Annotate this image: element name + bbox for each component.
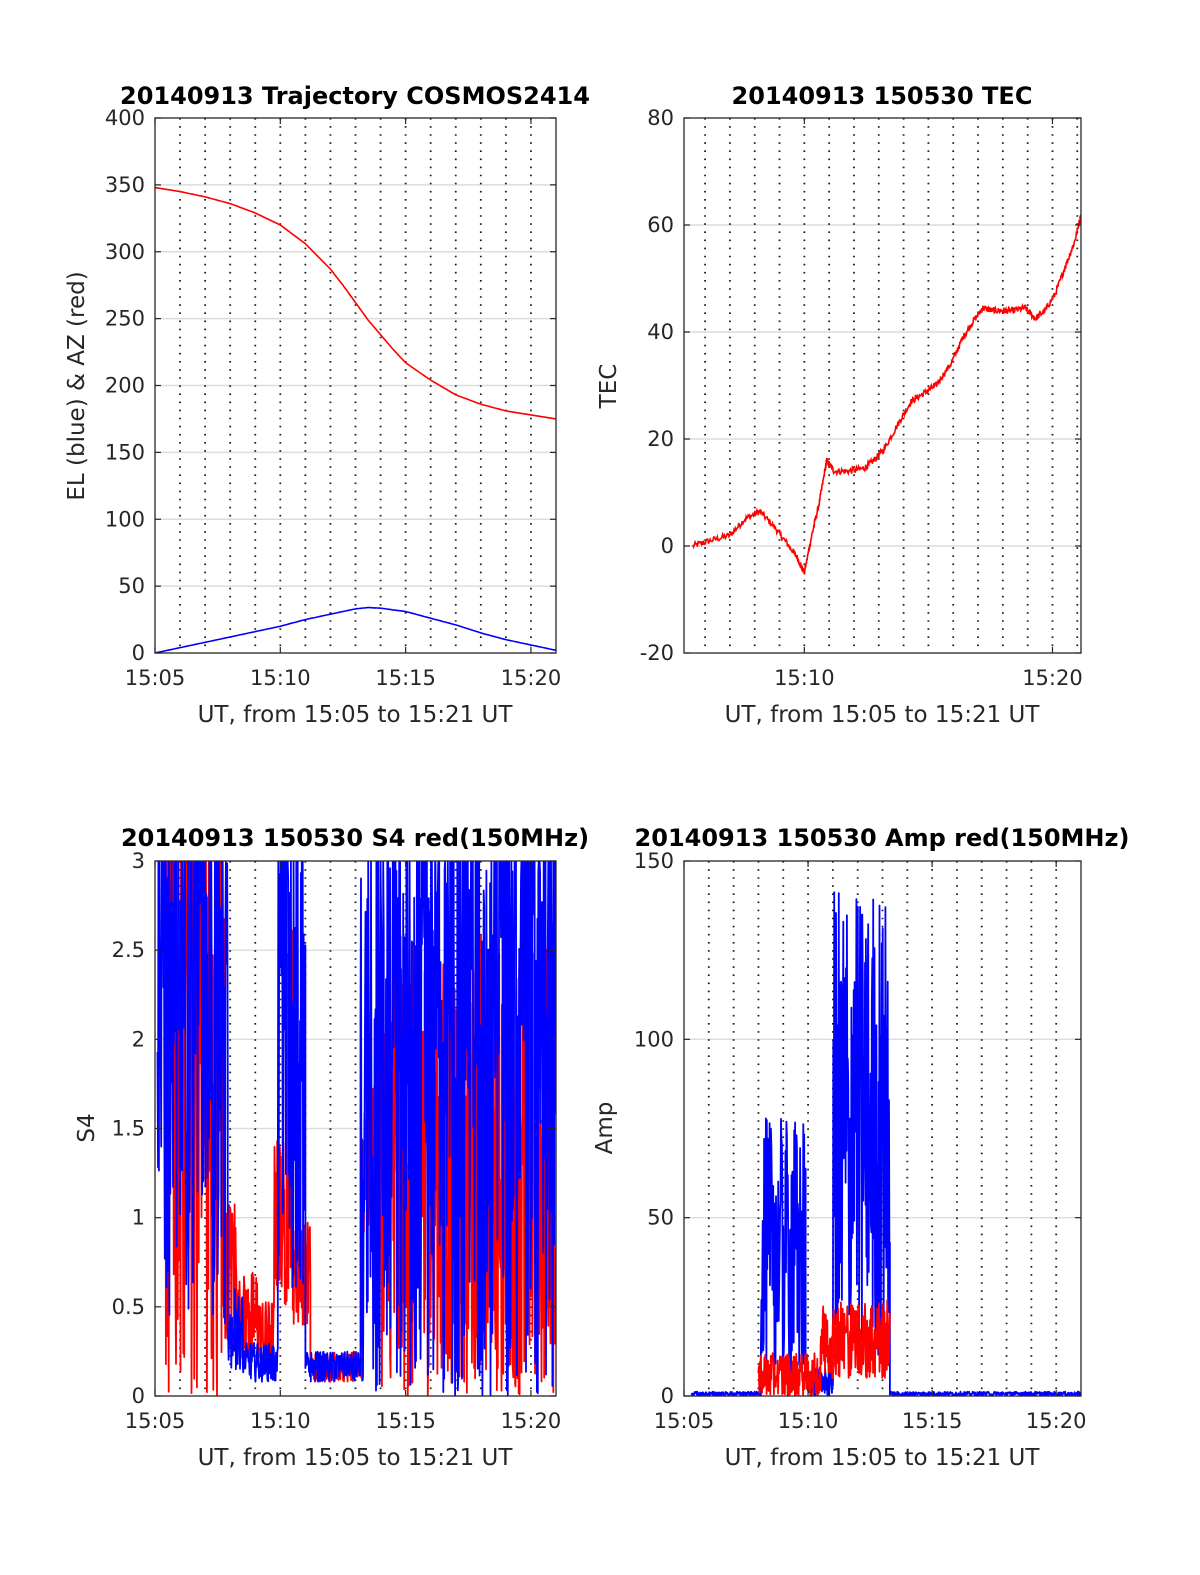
series-line-1 bbox=[155, 606, 556, 653]
series-line-1 bbox=[156, 861, 556, 1396]
x-axis-label: UT, from 15:05 to 15:21 UT bbox=[725, 702, 1041, 728]
x-tick-label: 15:10 bbox=[250, 1409, 311, 1433]
panel-tec: -20 0 20 40 60 80 15:10 15:20 20140913 150530 T… bbox=[596, 82, 1083, 728]
x-tick-label: 15:10 bbox=[250, 666, 311, 690]
tick-labels: -20 0 20 40 60 80 15:10 15:20 bbox=[640, 106, 1083, 690]
plot-frame bbox=[683, 860, 1082, 1397]
series-line-0 bbox=[155, 186, 556, 420]
vertical-grid bbox=[704, 118, 1079, 653]
tick-labels: 0 50 100 150 200 250 300 350 400 15:05 15:10 15:15 1… bbox=[105, 106, 561, 690]
y-tick-label: 1 bbox=[132, 1206, 145, 1230]
x-tick-label: 15:10 bbox=[778, 1409, 839, 1433]
series-layer bbox=[690, 891, 1081, 1396]
y-tick-label: 80 bbox=[647, 106, 674, 130]
y-tick-label: 60 bbox=[647, 213, 674, 237]
panel-trajectory: 0 50 100 150 200 250 300 350 400 15:05 15:10 15:15 1… bbox=[64, 82, 590, 728]
x-tick-label: 15:20 bbox=[1026, 1409, 1087, 1433]
chart-title: 20140913 150530 S4 red(150MHz) bbox=[121, 824, 589, 852]
y-axis-label: EL (blue) & AZ (red) bbox=[64, 271, 90, 500]
plot-frame bbox=[683, 117, 1082, 654]
y-tick-label: 2.5 bbox=[112, 938, 145, 962]
y-tick-label: 50 bbox=[118, 574, 145, 598]
x-axis-label: UT, from 15:05 to 15:21 UT bbox=[198, 1445, 514, 1471]
y-axis-label: S4 bbox=[74, 1113, 100, 1142]
y-tick-label: 0.5 bbox=[112, 1295, 145, 1319]
x-tick-label: 15:15 bbox=[902, 1409, 963, 1433]
x-tick-label: 15:20 bbox=[501, 666, 562, 690]
y-tick-label: 400 bbox=[105, 106, 145, 130]
horizontal-grid bbox=[155, 184, 556, 587]
x-tick-label: 15:20 bbox=[501, 1409, 562, 1433]
y-tick-label: 0 bbox=[132, 1384, 145, 1408]
x-axis-label: UT, from 15:05 to 15:21 UT bbox=[725, 1445, 1041, 1471]
y-tick-label: 250 bbox=[105, 307, 145, 331]
x-tick-label: 15:05 bbox=[125, 1409, 186, 1433]
y-tick-label: 0 bbox=[661, 1384, 674, 1408]
y-axis-label: Amp bbox=[592, 1102, 618, 1155]
y-tick-label: 300 bbox=[105, 240, 145, 264]
y-tick-label: 200 bbox=[105, 374, 145, 398]
x-tick-label: 15:20 bbox=[1022, 666, 1083, 690]
y-tick-label: 0 bbox=[132, 641, 145, 665]
x-tick-label: 15:10 bbox=[774, 666, 835, 690]
y-tick-label: 20 bbox=[647, 427, 674, 451]
x-tick-label: 15:05 bbox=[654, 1409, 715, 1433]
series-line-1 bbox=[757, 1299, 891, 1396]
y-tick-label: 150 bbox=[634, 849, 674, 873]
x-tick-label: 15:15 bbox=[375, 666, 436, 690]
tick-labels: 0 50 100 150 15:05 15:10 15:15 15:20 bbox=[634, 849, 1087, 1433]
series-layer bbox=[156, 861, 556, 1396]
y-tick-label: 150 bbox=[105, 440, 145, 464]
series-layer bbox=[155, 186, 556, 653]
y-tick-label: 40 bbox=[647, 320, 674, 344]
vertical-grid bbox=[179, 118, 532, 653]
y-tick-label: 50 bbox=[647, 1206, 674, 1230]
series-line-0 bbox=[691, 214, 1081, 575]
x-tick-label: 15:15 bbox=[375, 1409, 436, 1433]
y-tick-label: 3 bbox=[132, 849, 145, 873]
y-tick-label: 0 bbox=[661, 534, 674, 558]
chart-title: 20140913 150530 TEC bbox=[732, 82, 1033, 110]
y-tick-label: 2 bbox=[132, 1027, 145, 1051]
horizontal-grid bbox=[684, 224, 1081, 547]
y-tick-label: 1.5 bbox=[112, 1117, 145, 1141]
panel-s4: 0 0.5 1 1.5 2 2.5 3 15:05 15:10 15:15 15:20 201409… bbox=[74, 824, 589, 1471]
y-tick-label: 100 bbox=[634, 1027, 674, 1051]
x-axis-label: UT, from 15:05 to 15:21 UT bbox=[198, 702, 514, 728]
chart-title: 20140913 150530 Amp red(150MHz) bbox=[635, 824, 1130, 852]
y-tick-label: 100 bbox=[105, 507, 145, 531]
tick-labels: 0 0.5 1 1.5 2 2.5 3 15:05 15:10 15:15 15:20 bbox=[112, 849, 562, 1433]
series-layer bbox=[691, 214, 1081, 575]
series-line-0 bbox=[690, 891, 1081, 1396]
y-tick-label: 350 bbox=[105, 173, 145, 197]
y-tick-label: -20 bbox=[640, 641, 674, 665]
chart-title: 20140913 Trajectory COSMOS2414 bbox=[120, 82, 590, 110]
y-axis-label: TEC bbox=[596, 364, 622, 410]
x-tick-label: 15:05 bbox=[125, 666, 186, 690]
panel-amp: 0 50 100 150 15:05 15:10 15:15 15:20 20140913 1… bbox=[592, 824, 1129, 1471]
